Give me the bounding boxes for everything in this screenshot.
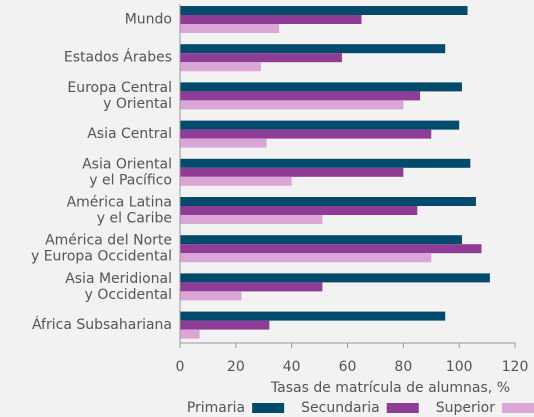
legend-swatch xyxy=(252,403,285,413)
legend-label: Secundaria xyxy=(301,400,380,416)
category-label: América Latina y el Caribe xyxy=(67,195,172,227)
bar xyxy=(180,6,468,15)
category-label: Europa Central y Oriental xyxy=(67,80,172,112)
bar xyxy=(180,158,471,168)
category-label: Asia Central xyxy=(87,126,172,142)
bar xyxy=(180,62,261,72)
x-tick-label: 80 xyxy=(394,359,412,375)
bar xyxy=(180,235,462,245)
bar xyxy=(180,167,404,177)
bar xyxy=(180,176,292,186)
bar xyxy=(180,215,323,224)
bar xyxy=(180,329,200,339)
bar xyxy=(180,129,432,139)
category-label: América del Norte y Europa Occidental xyxy=(31,233,172,265)
x-tick-label: 0 xyxy=(176,359,185,375)
bar xyxy=(180,44,446,54)
bar xyxy=(180,282,323,292)
bar xyxy=(180,24,280,33)
bar xyxy=(180,244,482,254)
bar xyxy=(180,138,267,148)
bar xyxy=(180,53,342,63)
category-label: África Subsahariana xyxy=(32,316,172,333)
bar xyxy=(180,100,404,110)
category-label: Asia Meridional y Occidental xyxy=(65,271,172,303)
bar xyxy=(180,91,421,101)
category-label: Mundo xyxy=(125,12,172,28)
x-axis-label: Tasas de matrícula de alumnas, % xyxy=(270,380,510,396)
bar xyxy=(180,273,490,283)
bar xyxy=(180,15,362,24)
bar xyxy=(180,311,446,321)
legend-label: Primaria xyxy=(187,400,245,416)
x-tick-label: 40 xyxy=(283,359,301,375)
legend-swatch xyxy=(502,403,534,413)
bar xyxy=(180,253,432,263)
bar xyxy=(180,206,418,215)
bar xyxy=(180,291,242,301)
x-tick-label: 20 xyxy=(227,359,245,375)
bar xyxy=(180,197,476,206)
bar xyxy=(180,82,462,92)
legend-swatch xyxy=(386,403,419,413)
legend-label: Superior xyxy=(436,400,495,416)
bar xyxy=(180,120,460,130)
x-tick-label: 100 xyxy=(446,359,473,375)
category-label: Asia Oriental y el Pacífico xyxy=(82,156,172,188)
bar xyxy=(180,320,270,330)
x-tick-label: 60 xyxy=(339,359,357,375)
category-label: Estados Árabes xyxy=(64,49,172,66)
x-tick-label: 120 xyxy=(502,359,529,375)
